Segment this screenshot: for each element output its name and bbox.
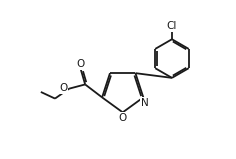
Text: Cl: Cl [167,21,177,31]
Text: O: O [59,83,67,93]
Text: O: O [76,59,84,69]
Text: O: O [118,113,127,123]
Text: N: N [141,98,148,108]
